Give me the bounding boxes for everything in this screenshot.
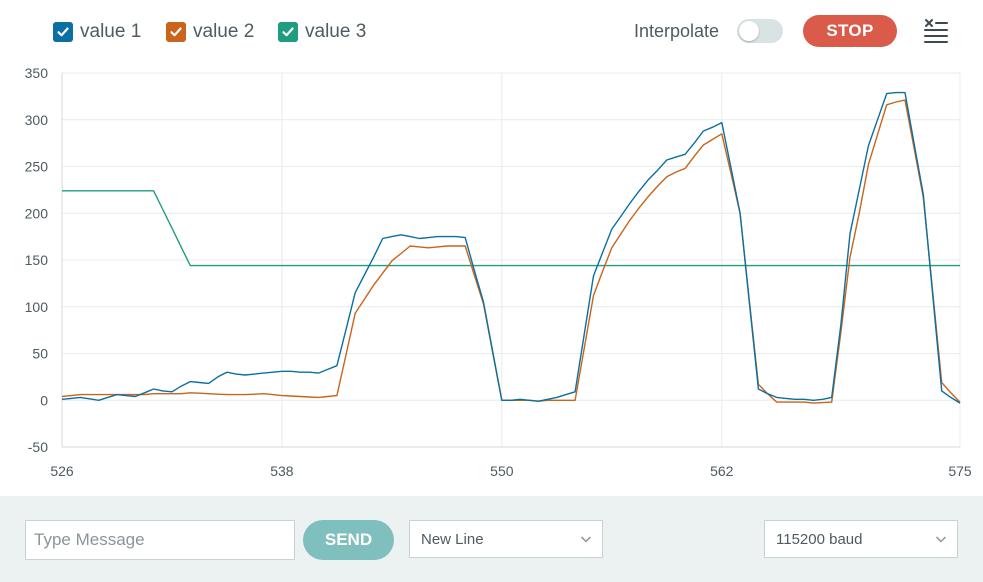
baud-rate-select[interactable]: 115200 baud	[764, 520, 958, 558]
clear-list-icon[interactable]	[922, 18, 950, 44]
checkmark-icon	[282, 27, 294, 37]
y-tick-label: 100	[25, 299, 49, 315]
checkbox-value-1[interactable]	[53, 22, 73, 42]
y-tick-label: 350	[25, 65, 49, 81]
legend-item-value-3[interactable]: value 3	[278, 20, 366, 44]
y-tick-label: 50	[32, 346, 48, 362]
x-tick-label: 538	[270, 463, 294, 479]
plotter-toolbar: value 1 value 2 value 3 Interpolate STOP	[0, 0, 983, 64]
interpolate-label: Interpolate	[634, 21, 720, 41]
stop-button[interactable]: STOP	[803, 15, 897, 47]
plot-canvas: -50 0 50 100 150 200 250 300 350 526 538 550 562 575	[25, 65, 972, 479]
x-tick-label: 575	[948, 463, 972, 479]
y-tick-label: -50	[28, 439, 48, 455]
baud-rate-value: 115200 baud	[776, 530, 863, 548]
checkmark-icon	[57, 27, 69, 37]
x-tick-label: 550	[490, 463, 514, 479]
message-input[interactable]	[25, 520, 295, 560]
x-tick-label: 526	[50, 463, 74, 479]
series-line-value-1	[61, 91, 961, 404]
legend-item-value-1[interactable]: value 1	[53, 20, 141, 44]
legend-label-value-2: value 2	[193, 21, 255, 42]
y-tick-label: 200	[25, 205, 49, 221]
legend-item-value-2[interactable]: value 2	[166, 20, 254, 44]
y-tick-label: 300	[25, 112, 49, 128]
checkbox-value-2[interactable]	[166, 22, 186, 42]
y-tick-label: 250	[25, 159, 49, 175]
legend-label-value-3: value 3	[305, 21, 367, 42]
chevron-down-icon	[935, 536, 947, 543]
line-ending-select[interactable]: New Line	[409, 520, 603, 558]
y-tick-label: 150	[25, 252, 49, 268]
serial-plot: -50 0 50 100 150 200 250 300 350 526 538 550 562 575	[0, 64, 983, 496]
checkbox-value-3[interactable]	[278, 22, 298, 42]
chevron-down-icon	[580, 536, 592, 543]
send-button[interactable]: SEND	[303, 520, 394, 560]
series-line-value-3	[62, 190, 960, 267]
y-tick-label: 0	[40, 392, 48, 408]
legend-label-value-1: value 1	[80, 21, 142, 42]
toggle-knob	[739, 21, 759, 41]
line-ending-value: New Line	[421, 530, 484, 548]
x-tick-label: 562	[710, 463, 734, 479]
checkmark-icon	[170, 27, 182, 37]
series-line-value-2	[61, 99, 961, 404]
interpolate-toggle[interactable]	[737, 19, 783, 43]
serial-input-bar: SEND New Line 115200 baud	[0, 496, 983, 582]
